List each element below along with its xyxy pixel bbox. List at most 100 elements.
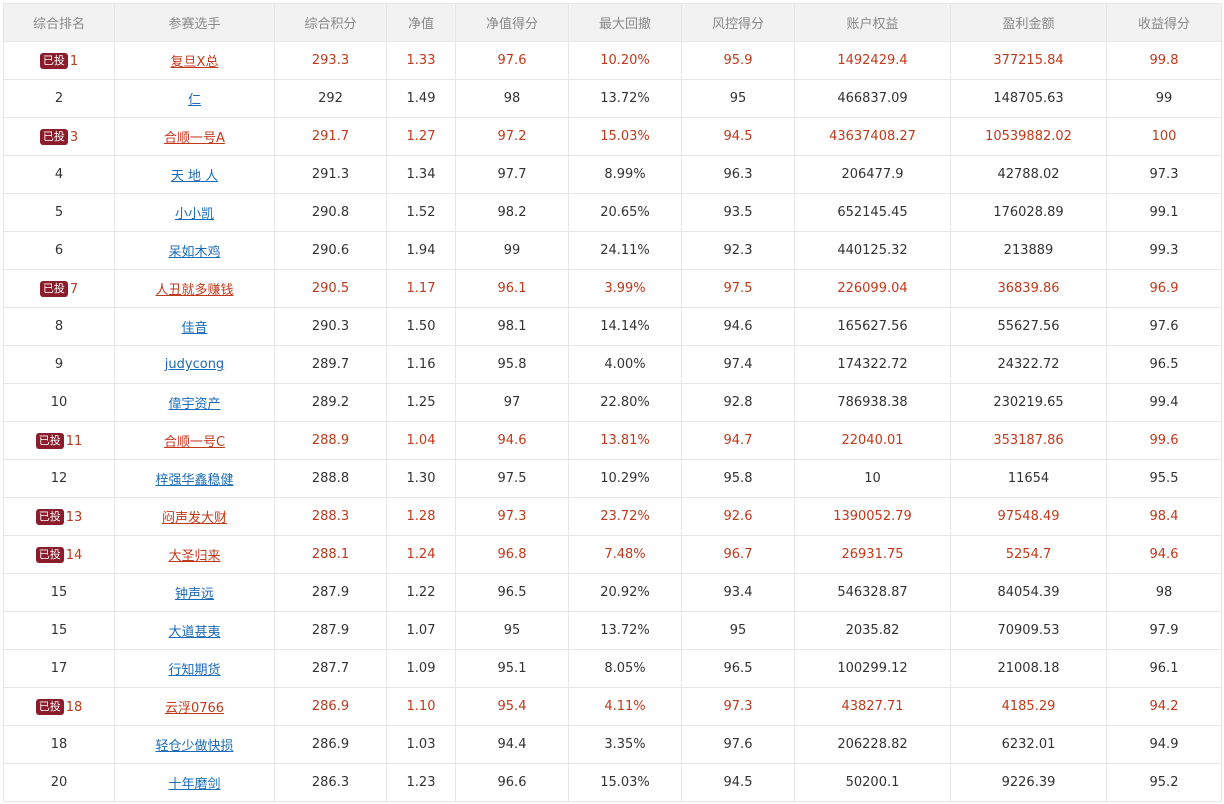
nav-score-cell: 96.1 xyxy=(455,269,569,308)
account-equity-cell: 440125.32 xyxy=(794,231,951,270)
nav-cell: 1.16 xyxy=(386,345,456,384)
player-cell: 轻仓少做快损 xyxy=(114,725,275,764)
player-name-link[interactable]: 复旦X总 xyxy=(170,55,219,70)
player-cell: 云浮0766 xyxy=(114,687,275,726)
player-name-link[interactable]: 闷声发大财 xyxy=(161,511,227,526)
max-drawdown-cell: 22.80% xyxy=(568,383,682,422)
account-equity-cell: 26931.75 xyxy=(794,535,951,574)
table-row: 5 小小凯 290.8 1.52 98.2 20.65% 93.5 652145.45 1760… xyxy=(3,193,1222,232)
rank-value: 18 xyxy=(65,699,83,715)
nav-score-cell: 98.2 xyxy=(455,193,569,232)
header-risk-score[interactable]: 风控得分 xyxy=(681,3,795,42)
player-name-link[interactable]: 钟声远 xyxy=(174,587,214,602)
profit-cell: 36839.86 xyxy=(950,269,1107,308)
total-score-cell: 286.9 xyxy=(274,687,387,726)
player-name-link[interactable]: 小小凯 xyxy=(174,207,214,222)
rank-value: 13 xyxy=(65,509,83,525)
profit-cell: 176028.89 xyxy=(950,193,1107,232)
risk-score-cell: 97.5 xyxy=(681,269,795,308)
rank-value: 14 xyxy=(65,547,83,563)
nav-score-cell: 94.4 xyxy=(455,725,569,764)
nav-score-cell: 95.4 xyxy=(455,687,569,726)
player-name-link[interactable]: 佳音 xyxy=(181,321,208,336)
header-rank[interactable]: 综合排名 xyxy=(3,3,115,42)
player-cell: 合顺一号A xyxy=(114,117,275,156)
max-drawdown-cell: 15.03% xyxy=(568,117,682,156)
player-name-link[interactable]: 云浮0766 xyxy=(164,701,225,716)
profit-cell: 377215.84 xyxy=(950,41,1107,80)
nav-score-cell: 94.6 xyxy=(455,421,569,460)
ranking-table-container: 综合排名 参赛选手 综合积分 净值 净值得分 最大回撤 风控得分 账户权益 盈利… xyxy=(3,3,1222,802)
player-name-link[interactable]: 十年磨剑 xyxy=(168,777,221,792)
player-name-link[interactable]: 大道甚夷 xyxy=(168,625,221,640)
account-equity-cell: 1390052.79 xyxy=(794,497,951,536)
total-score-cell: 287.9 xyxy=(274,573,387,612)
risk-score-cell: 96.5 xyxy=(681,649,795,688)
player-name-link[interactable]: judycong xyxy=(164,357,225,372)
table-row: 已投 18 云浮0766 286.9 1.10 95.4 4.11% 97.3 43827.71… xyxy=(3,687,1222,726)
max-drawdown-cell: 3.35% xyxy=(568,725,682,764)
account-equity-cell: 50200.1 xyxy=(794,763,951,802)
nav-cell: 1.52 xyxy=(386,193,456,232)
risk-score-cell: 96.7 xyxy=(681,535,795,574)
invested-badge: 已投 xyxy=(35,698,64,715)
player-name-link[interactable]: 仁 xyxy=(187,93,201,108)
profit-cell: 148705.63 xyxy=(950,79,1107,118)
table-row: 20 十年磨剑 286.3 1.23 96.6 15.03% 94.5 50200.1 9226… xyxy=(3,763,1222,802)
profit-cell: 42788.02 xyxy=(950,155,1107,194)
invested-badge: 已投 xyxy=(35,508,64,525)
risk-score-cell: 97.4 xyxy=(681,345,795,384)
table-row: 8 佳音 290.3 1.50 98.1 14.14% 94.6 165627.56 55627… xyxy=(3,307,1222,346)
risk-score-cell: 93.5 xyxy=(681,193,795,232)
risk-score-cell: 95.8 xyxy=(681,459,795,498)
account-equity-cell: 206477.9 xyxy=(794,155,951,194)
total-score-cell: 291.7 xyxy=(274,117,387,156)
max-drawdown-cell: 14.14% xyxy=(568,307,682,346)
account-equity-cell: 165627.56 xyxy=(794,307,951,346)
return-score-cell: 99.6 xyxy=(1106,421,1222,460)
rank-cell: 9 xyxy=(3,345,115,384)
header-max-drawdown[interactable]: 最大回撤 xyxy=(568,3,682,42)
max-drawdown-cell: 4.11% xyxy=(568,687,682,726)
player-name-link[interactable]: 合顺一号A xyxy=(164,131,225,146)
header-total-score[interactable]: 综合积分 xyxy=(274,3,387,42)
risk-score-cell: 93.4 xyxy=(681,573,795,612)
player-name-link[interactable]: 行知期货 xyxy=(168,663,221,678)
profit-cell: 97548.49 xyxy=(950,497,1107,536)
total-score-cell: 290.3 xyxy=(274,307,387,346)
rank-cell: 15 xyxy=(3,573,115,612)
max-drawdown-cell: 8.99% xyxy=(568,155,682,194)
return-score-cell: 94.9 xyxy=(1106,725,1222,764)
player-name-link[interactable]: 轻仓少做快损 xyxy=(155,739,234,754)
return-score-cell: 95.5 xyxy=(1106,459,1222,498)
max-drawdown-cell: 13.72% xyxy=(568,79,682,118)
player-name-link[interactable]: 天 地 人 xyxy=(170,169,219,184)
player-name-link[interactable]: 人丑就多赚钱 xyxy=(155,283,234,298)
header-profit[interactable]: 盈利金额 xyxy=(950,3,1107,42)
total-score-cell: 291.3 xyxy=(274,155,387,194)
nav-score-cell: 96.8 xyxy=(455,535,569,574)
total-score-cell: 290.6 xyxy=(274,231,387,270)
profit-cell: 6232.01 xyxy=(950,725,1107,764)
nav-score-cell: 97.6 xyxy=(455,41,569,80)
player-cell: 大道甚夷 xyxy=(114,611,275,650)
max-drawdown-cell: 10.20% xyxy=(568,41,682,80)
nav-cell: 1.04 xyxy=(386,421,456,460)
player-name-link[interactable]: 梓强华鑫稳健 xyxy=(155,473,234,488)
header-return-score[interactable]: 收益得分 xyxy=(1106,3,1222,42)
max-drawdown-cell: 13.81% xyxy=(568,421,682,460)
player-name-link[interactable]: 大圣归来 xyxy=(168,549,221,564)
rank-value: 3 xyxy=(69,129,79,145)
player-name-link[interactable]: 合顺一号C xyxy=(163,435,226,450)
header-player[interactable]: 参赛选手 xyxy=(114,3,275,42)
header-nav-score[interactable]: 净值得分 xyxy=(455,3,569,42)
header-account-equity[interactable]: 账户权益 xyxy=(794,3,951,42)
player-cell: 呆如木鸡 xyxy=(114,231,275,270)
player-cell: 合顺一号C xyxy=(114,421,275,460)
player-name-link[interactable]: 偉宇资产 xyxy=(168,397,221,412)
rank-cell: 8 xyxy=(3,307,115,346)
header-nav[interactable]: 净值 xyxy=(386,3,456,42)
rank-value: 17 xyxy=(50,661,68,676)
rank-cell: 17 xyxy=(3,649,115,688)
player-name-link[interactable]: 呆如木鸡 xyxy=(168,245,221,260)
